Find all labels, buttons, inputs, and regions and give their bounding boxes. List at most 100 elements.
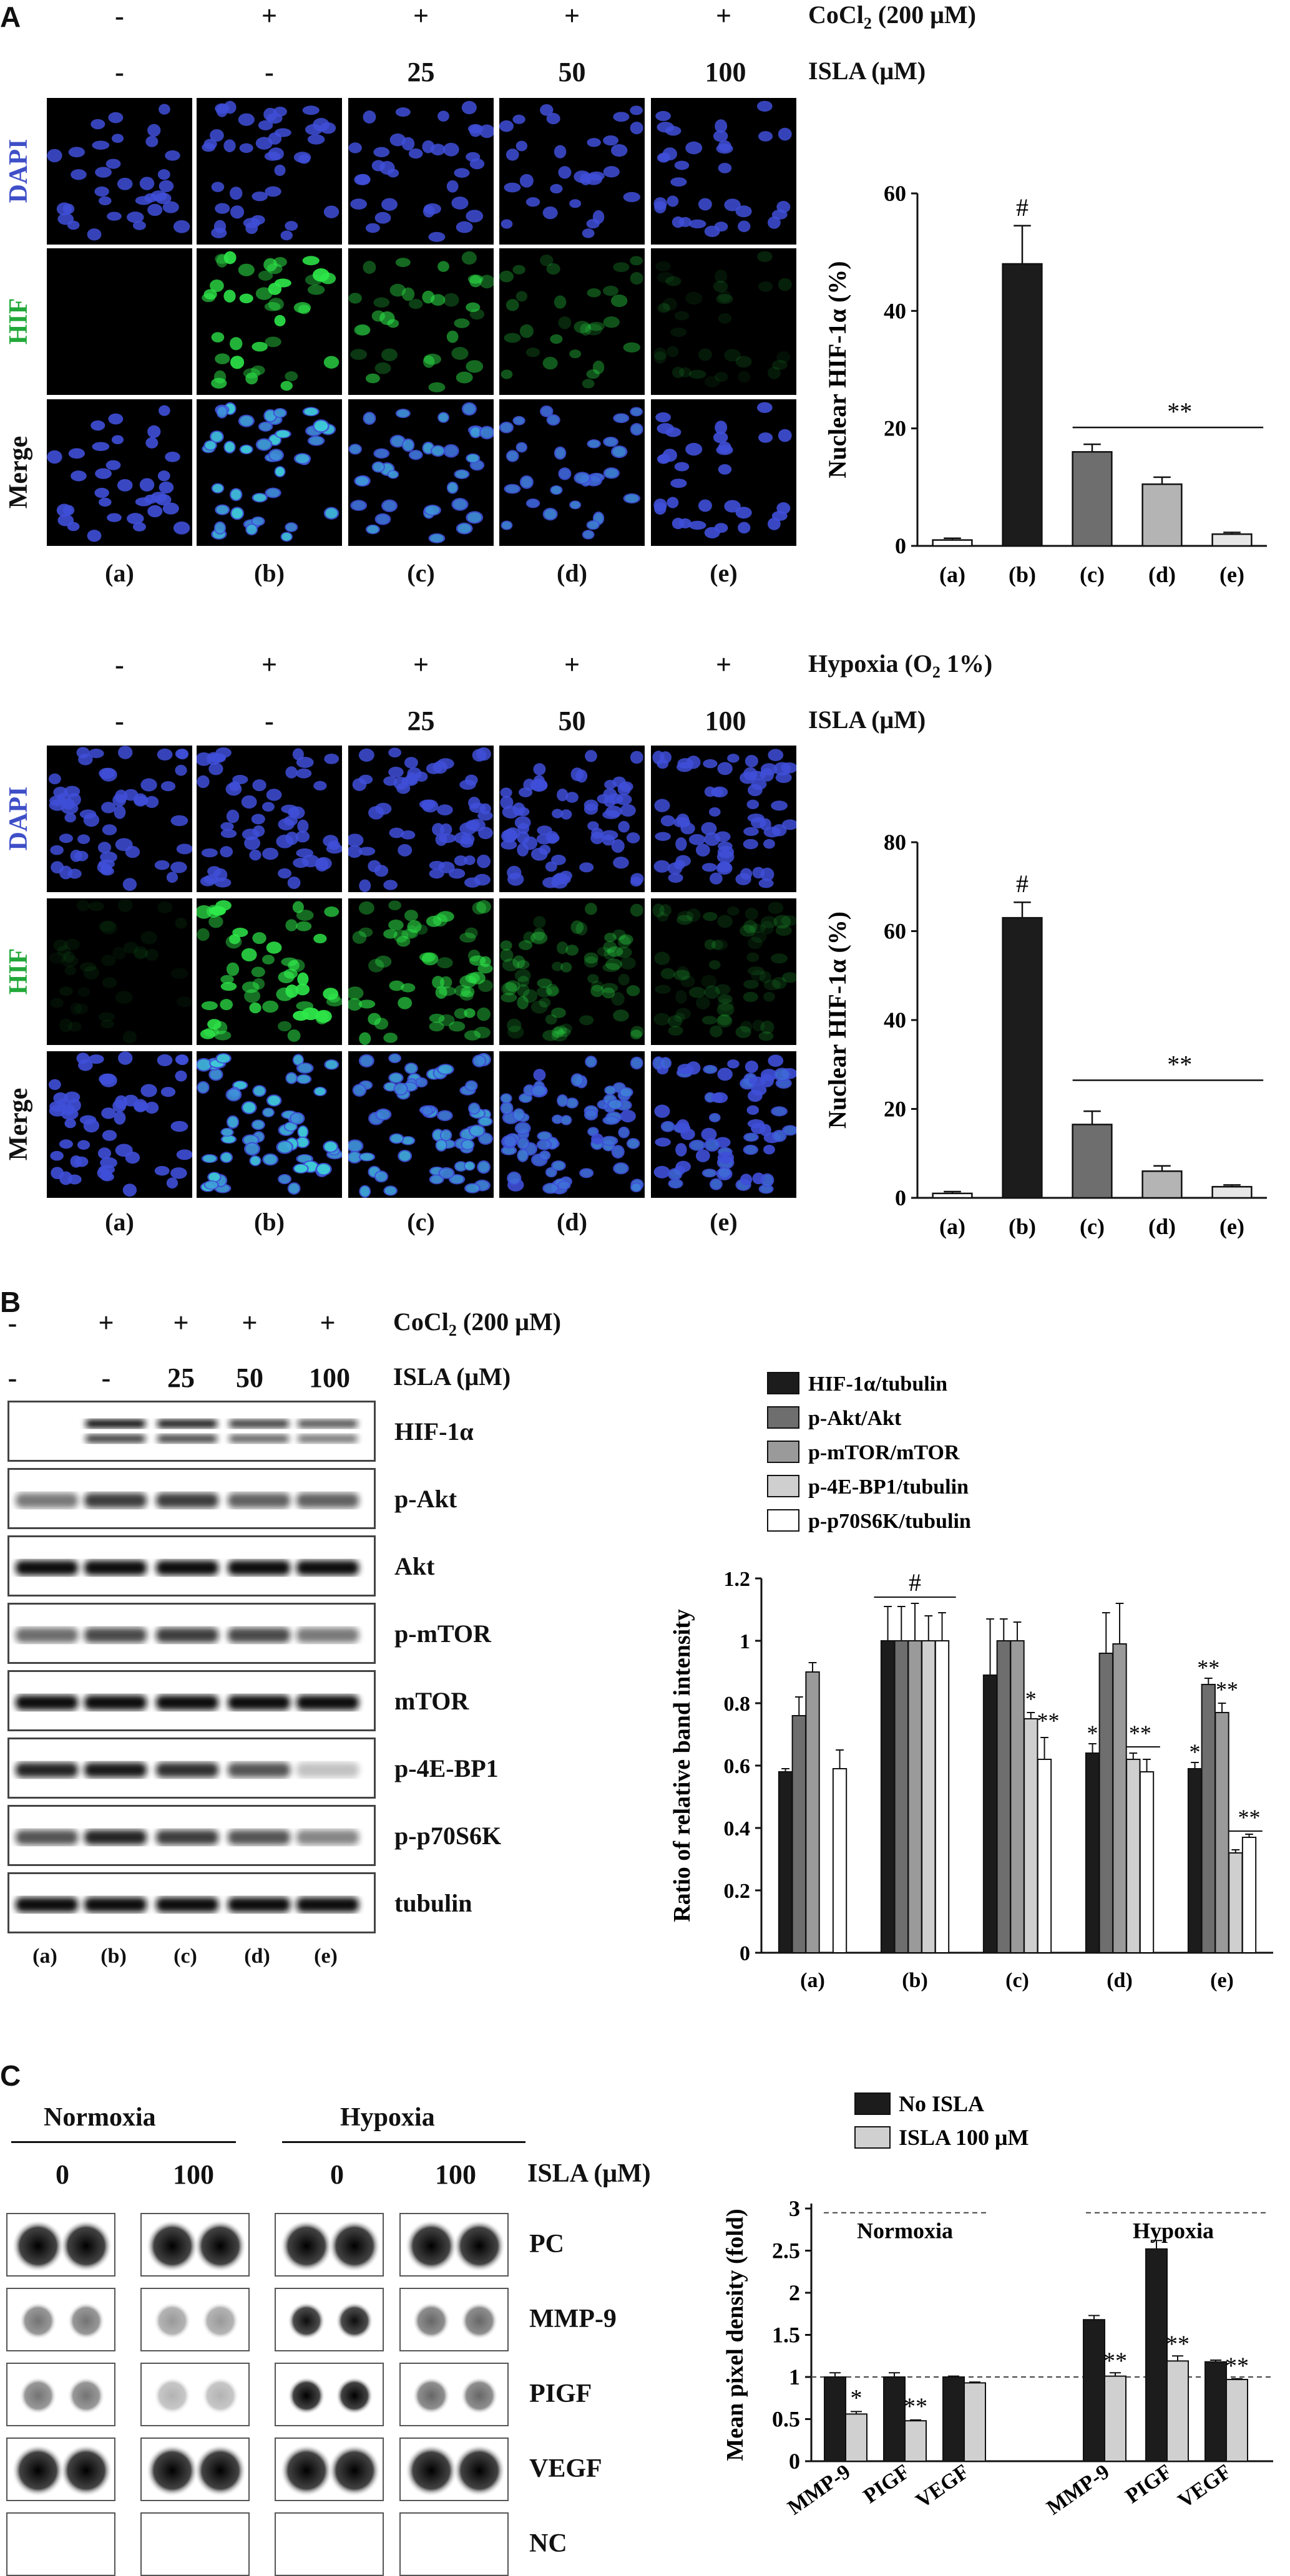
- nucleus-hif: [715, 270, 728, 284]
- nucleus-merge-hif: [263, 1154, 277, 1165]
- nucleus-merge-hif: [275, 467, 285, 477]
- nucleus-hif: [760, 1020, 774, 1034]
- nucleus-hif: [686, 908, 701, 922]
- chart-band-intensity: HIF-1α/tubulinp-Akt/Aktp-mTOR/mTORp-4E-B…: [669, 1372, 1273, 1992]
- nucleus-dapi: [428, 231, 446, 242]
- nucleus-merge: [197, 1081, 210, 1094]
- nucleus-dapi: [147, 203, 163, 216]
- nucleus-hif: [517, 996, 529, 1009]
- y-tick-label: 0.6: [724, 1755, 751, 1778]
- nucleus-merge-hif: [604, 1116, 618, 1124]
- condition-label-subscript: 2: [448, 1321, 457, 1339]
- nucleus-dapi: [155, 192, 172, 205]
- nucleus-hif: [500, 948, 514, 962]
- nucleus-hif: [371, 310, 385, 322]
- nucleus-merge: [76, 1052, 90, 1064]
- band: [156, 1695, 218, 1710]
- nucleus-dapi: [763, 838, 775, 849]
- nucleus-merge-hif: [309, 436, 323, 445]
- nucleus-dapi: [552, 809, 564, 819]
- nucleus-merge: [388, 1072, 404, 1084]
- spot: [12, 2220, 64, 2272]
- nucleus-dapi: [197, 775, 210, 789]
- bar: [934, 1640, 950, 1953]
- nucleus-merge: [56, 503, 72, 517]
- x-tick-label: (b): [902, 1969, 928, 1992]
- nucleus-dapi: [611, 839, 625, 853]
- spot: [288, 2302, 325, 2340]
- nucleus-hif: [296, 910, 314, 921]
- nucleus-dapi: [211, 182, 225, 192]
- nucleus-merge: [542, 1182, 559, 1194]
- nucleus-hif: [448, 1021, 466, 1032]
- nucleus-dapi: [512, 802, 525, 816]
- nucleus-hif: [432, 976, 444, 989]
- x-tick-label: (c): [1080, 562, 1105, 587]
- nucleus-hif: [558, 316, 572, 329]
- nucleus-merge: [738, 522, 751, 534]
- micrograph-merge-2: [348, 399, 494, 546]
- nucleus-merge: [251, 1119, 265, 1130]
- nucleus-hif: [313, 268, 330, 282]
- nucleus-merge: [464, 1183, 481, 1193]
- nucleus-hif: [435, 986, 447, 999]
- nucleus-merge-hif: [745, 1134, 758, 1141]
- nucleus-dapi: [388, 766, 404, 778]
- micrograph-hif-0: [47, 898, 192, 1045]
- nucleus-dapi: [289, 806, 305, 819]
- nucleus-hif: [324, 906, 340, 917]
- micrograph-hif-4: [651, 898, 796, 1045]
- nucleus-hif: [373, 297, 390, 308]
- nucleus-hif: [746, 952, 760, 962]
- nucleus-hif: [477, 963, 493, 974]
- nucleus-dapi: [776, 201, 791, 213]
- nucleus-merge-hif: [705, 1139, 719, 1150]
- bar: [832, 1768, 848, 1953]
- nucleus-merge: [170, 1120, 188, 1132]
- nucleus-merge: [519, 475, 534, 489]
- nucleus-merge-hif: [631, 1057, 642, 1069]
- nucleus-hif: [604, 932, 617, 943]
- nucleus-merge: [404, 1062, 418, 1074]
- bar: [1211, 533, 1253, 547]
- micrograph-hif-1: [197, 248, 342, 395]
- nucleus-hif: [207, 1019, 222, 1030]
- nucleus-dapi: [238, 113, 255, 126]
- nucleus-hif: [545, 1014, 557, 1025]
- micrograph-image: [653, 251, 792, 387]
- nucleus-hif: [618, 934, 633, 945]
- group-label-hypoxia: Hypoxia: [340, 2103, 435, 2132]
- nucleus-merge: [296, 1062, 314, 1074]
- nucleus-dapi: [122, 878, 137, 891]
- nucleus-hif: [245, 372, 258, 385]
- nucleus-merge-hif: [197, 1059, 211, 1071]
- nucleus-hif: [584, 952, 599, 964]
- nucleus-merge-hif: [544, 1184, 558, 1193]
- nucleus-merge-hif: [288, 1184, 300, 1193]
- nucleus-merge: [655, 1137, 671, 1147]
- nucleus-hif: [590, 984, 604, 998]
- nucleus-merge: [717, 1067, 733, 1081]
- nucleus-hif: [695, 996, 710, 1009]
- legend-label: HIF-1α/tubulin: [808, 1373, 947, 1396]
- nucleus-hif: [419, 952, 436, 962]
- micrograph-row-label: DAPI: [4, 786, 33, 850]
- nucleus-merge: [688, 520, 706, 530]
- nucleus-hif: [215, 900, 232, 911]
- micrograph-hif-1: [197, 898, 342, 1045]
- nucleus-merge: [715, 420, 728, 435]
- micrograph-hif-2: [348, 898, 494, 1045]
- nucleus-dapi: [610, 143, 628, 157]
- nucleus-merge: [428, 533, 446, 543]
- condition-label: ISLA (μM): [393, 1363, 511, 1391]
- nucleus-merge-hif: [620, 1088, 632, 1097]
- nucleus-merge: [626, 1138, 640, 1149]
- nucleus-merge-hif: [281, 533, 292, 541]
- nucleus-hif: [630, 256, 643, 266]
- bar: [1085, 1752, 1100, 1953]
- nucleus-dapi: [166, 872, 178, 883]
- nucleus-dapi: [88, 749, 104, 759]
- nucleus-hif: [655, 984, 671, 994]
- nucleus-hif: [584, 956, 599, 968]
- nucleus-hif: [118, 898, 133, 912]
